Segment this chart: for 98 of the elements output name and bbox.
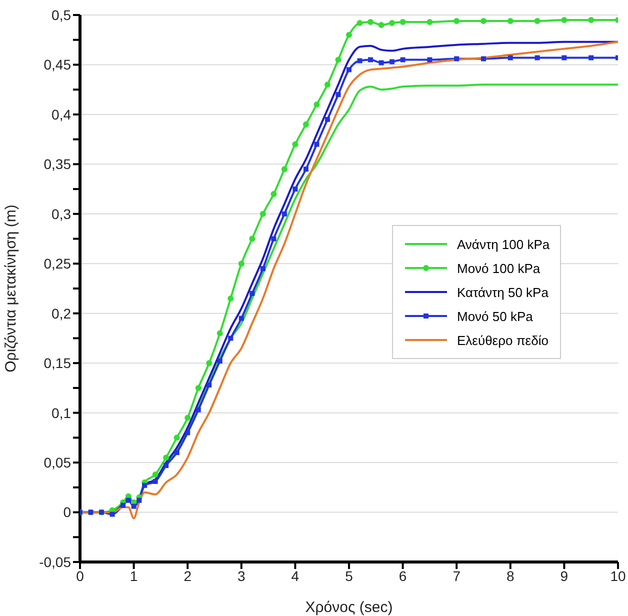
point	[588, 16, 594, 23]
y-tick-label: 0,45	[44, 56, 72, 73]
point	[389, 20, 396, 26]
point	[314, 142, 320, 147]
x-tick-label: 6	[398, 568, 407, 584]
point	[400, 57, 406, 62]
y-tick-label: 0,15	[44, 355, 72, 372]
point	[152, 478, 158, 484]
point	[346, 32, 352, 38]
x-axis-title: Χρόνος (sec)	[305, 599, 393, 616]
point	[216, 330, 223, 336]
y-axis-title: Οριζόντια μετακίνηση (m)	[2, 204, 20, 372]
x-tick-label: 0	[76, 568, 84, 584]
point	[196, 407, 201, 412]
x-tick-label: 1	[130, 568, 138, 584]
point	[206, 360, 212, 366]
point	[250, 290, 255, 296]
point	[136, 498, 142, 503]
point	[302, 121, 309, 128]
point	[335, 56, 342, 63]
point	[507, 18, 514, 24]
point	[110, 512, 115, 517]
point	[282, 211, 287, 216]
point	[238, 316, 244, 321]
point	[281, 166, 288, 172]
y-tick-label: 0,5	[52, 6, 72, 23]
point	[206, 382, 212, 388]
point	[454, 18, 460, 24]
point	[561, 16, 568, 23]
point	[174, 434, 180, 441]
y-tick-label: 0,35	[44, 156, 72, 172]
y-tick-label: 0,4	[52, 106, 72, 122]
point	[249, 236, 256, 242]
point	[378, 22, 384, 28]
point	[378, 60, 384, 66]
point	[152, 471, 158, 478]
legend-label: Κατάντη 50 kPa	[457, 284, 548, 300]
point	[260, 210, 266, 217]
x-tick-label: 5	[345, 568, 354, 584]
legend-label: Ελεύθερο πεδίο	[457, 332, 548, 348]
x-tick-label: 7	[452, 568, 461, 584]
y-tick-label: -0,05	[39, 554, 72, 570]
point	[120, 502, 126, 508]
point	[336, 92, 341, 98]
point	[400, 18, 406, 25]
point	[126, 498, 131, 503]
legend-label: Μονό 100 kPa	[457, 260, 540, 276]
x-tick-label: 10	[610, 568, 626, 584]
point	[292, 186, 298, 192]
point	[324, 82, 330, 88]
y-tick-label: 0,25	[44, 256, 72, 272]
point	[174, 450, 180, 456]
y-tick-label: 0,1	[52, 404, 72, 421]
point	[356, 20, 363, 26]
point	[164, 463, 169, 468]
y-tick-label: 0,3	[52, 206, 72, 222]
point	[314, 102, 320, 108]
x-tick-label: 2	[184, 568, 192, 584]
point	[184, 414, 191, 421]
y-tick-label: 0	[63, 504, 72, 520]
point	[588, 55, 594, 60]
point	[357, 58, 362, 64]
point	[142, 482, 148, 488]
y-tick-label: 0,2	[52, 305, 72, 322]
point	[534, 18, 540, 24]
point	[390, 59, 395, 64]
point	[303, 166, 308, 172]
legend-label: Μονό 50 kPa	[457, 308, 533, 324]
legend-label: Ανάντη 100 kPa	[457, 236, 550, 252]
point	[426, 18, 433, 25]
point	[368, 18, 374, 25]
point	[217, 358, 222, 364]
x-tick-label: 3	[238, 568, 246, 584]
point	[238, 260, 244, 267]
point	[480, 18, 486, 24]
point	[270, 191, 277, 198]
point	[368, 57, 374, 62]
point	[562, 55, 567, 60]
point	[481, 56, 486, 62]
x-tick-label: 8	[506, 568, 514, 584]
point	[292, 141, 298, 148]
point	[346, 67, 352, 72]
point	[508, 55, 513, 60]
x-tick-label: 9	[560, 568, 568, 584]
point	[427, 57, 432, 62]
point	[163, 454, 170, 461]
point	[228, 295, 234, 302]
point	[185, 430, 190, 436]
point	[228, 336, 234, 341]
point	[195, 384, 202, 391]
point	[534, 55, 540, 60]
point	[260, 266, 266, 272]
point	[271, 236, 276, 242]
x-tick-label: 4	[291, 568, 300, 584]
y-tick-label: 0,05	[44, 454, 72, 471]
point	[454, 56, 460, 62]
point	[324, 116, 330, 122]
point	[131, 504, 136, 509]
